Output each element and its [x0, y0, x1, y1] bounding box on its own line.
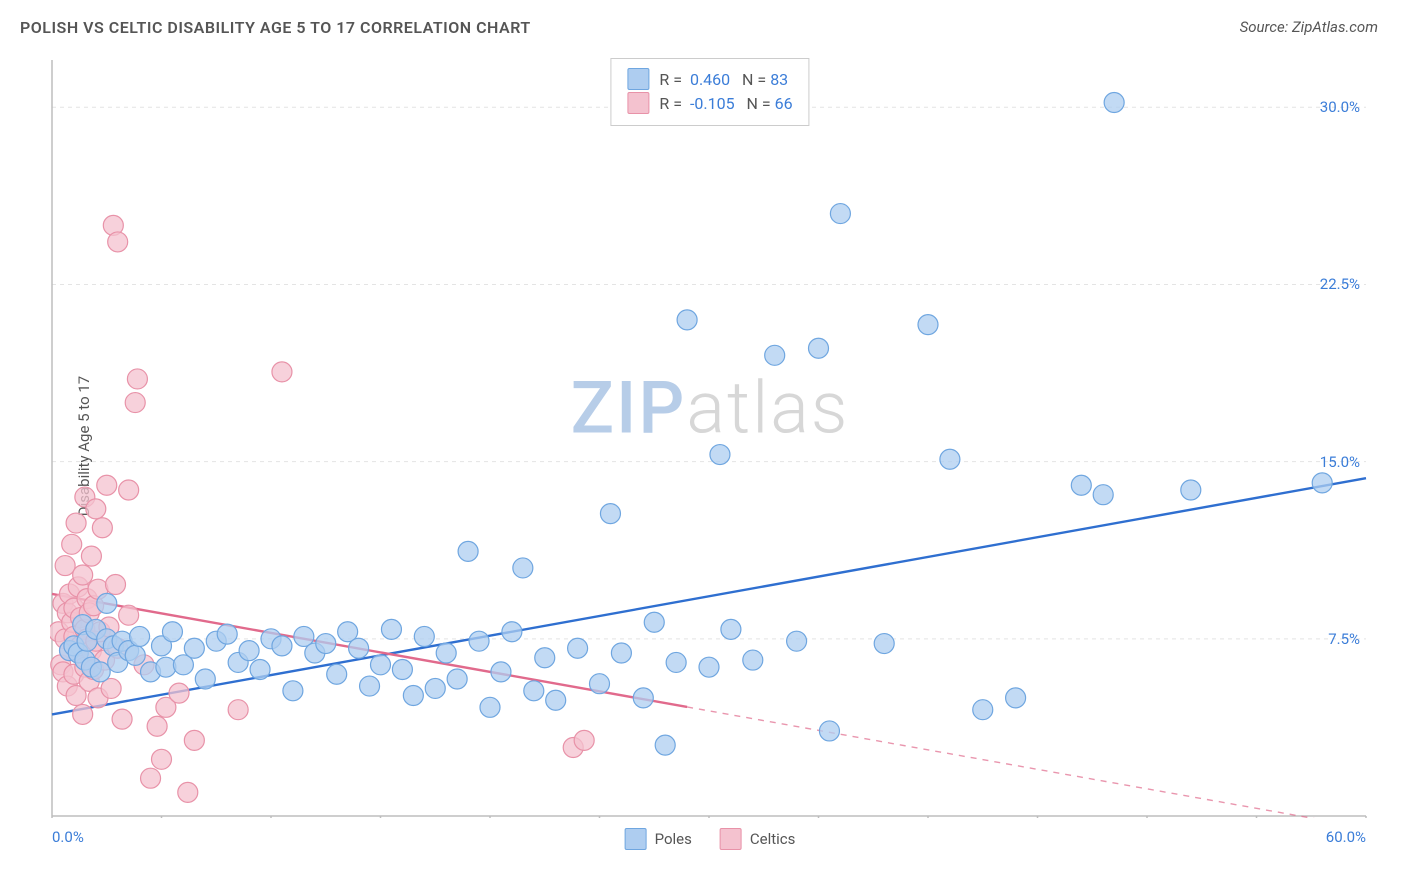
legend-swatch: [627, 68, 649, 90]
chart-title: POLISH VS CELTIC DISABILITY AGE 5 TO 17 …: [20, 18, 531, 37]
series-legend: Poles Celtics: [625, 828, 796, 850]
correlation-text: R = -0.105 N = 66: [659, 94, 792, 113]
chart-header: POLISH VS CELTIC DISABILITY AGE 5 TO 17 …: [0, 18, 1406, 46]
source-attribution: Source: ZipAtlas.com: [1240, 18, 1378, 36]
legend-swatch: [720, 828, 742, 850]
series-legend-label: Celtics: [750, 830, 796, 848]
legend-swatch: [625, 828, 647, 850]
series-legend-item: Poles: [625, 828, 692, 850]
correlation-legend: R = 0.460 N = 83 R = -0.105 N = 66: [610, 58, 809, 126]
chart-area: ZIPatlas R = 0.460 N = 83R = -0.105 N = …: [50, 58, 1370, 818]
y-tick-label: 15.0%: [1320, 453, 1360, 471]
legend-swatch: [627, 92, 649, 114]
correlation-legend-row: R = -0.105 N = 66: [627, 91, 792, 115]
correlation-text: R = 0.460 N = 83: [659, 70, 788, 89]
scatter-plot-svg: [50, 58, 1370, 818]
x-tick-label: 0.0%: [52, 828, 84, 846]
correlation-legend-row: R = 0.460 N = 83: [627, 67, 792, 91]
y-tick-label: 22.5%: [1320, 275, 1360, 293]
y-tick-label: 7.5%: [1328, 630, 1360, 648]
series-legend-label: Poles: [655, 830, 692, 848]
y-tick-label: 30.0%: [1320, 98, 1360, 116]
x-tick-label: 60.0%: [1316, 828, 1366, 846]
series-legend-item: Celtics: [720, 828, 796, 850]
